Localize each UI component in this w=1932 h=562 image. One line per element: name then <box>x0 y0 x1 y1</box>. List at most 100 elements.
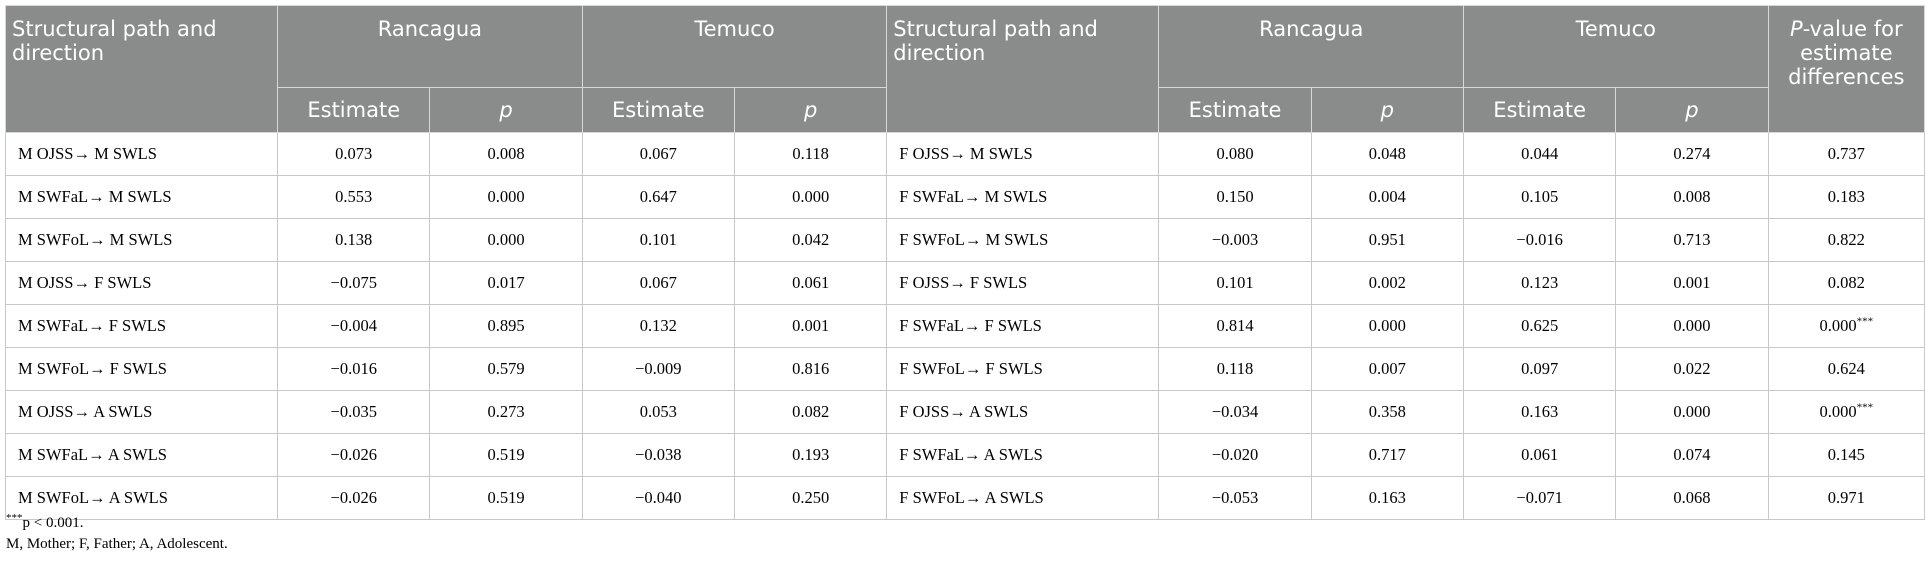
p-cell: 0.713 <box>1615 218 1769 262</box>
p-cell: 0.074 <box>1615 433 1769 477</box>
results-table-container: Structural path and direction Rancagua T… <box>4 5 1926 520</box>
path-cell: F SWFaL→ M SWLS <box>886 175 1160 219</box>
estimate-cell: −0.004 <box>277 304 431 348</box>
table-footnotes: ***p < 0.001. M, Mother; F, Father; A, A… <box>6 513 228 555</box>
p-cell: 0.273 <box>429 390 583 434</box>
path-cell: M SWFaL→ F SWLS <box>4 304 279 348</box>
significance-mark: *** <box>1856 315 1874 328</box>
p-cell: 0.022 <box>1615 347 1769 391</box>
estimate-cell: 0.053 <box>581 390 736 434</box>
estimate-cell: −0.020 <box>1158 433 1312 477</box>
significance-mark: *** <box>1856 401 1874 414</box>
pvalue-italic-p: P <box>1789 17 1803 41</box>
table-row: M SWFoL→ F SWLS −0.016 0.579 −0.009 0.81… <box>4 347 1926 391</box>
difference-cell: 0.624 <box>1767 347 1926 391</box>
estimate-cell: 0.080 <box>1158 132 1312 176</box>
table-header: Structural path and direction Rancagua T… <box>4 5 1926 133</box>
difference-cell: 0.737 <box>1767 132 1926 176</box>
table-row: M SWFaL→ F SWLS −0.004 0.895 0.132 0.001… <box>4 304 1926 348</box>
p-cell: 0.048 <box>1310 132 1465 176</box>
p-cell: 0.017 <box>429 261 583 305</box>
p-cell: 0.717 <box>1310 433 1465 477</box>
path-cell: M SWFaL→ A SWLS <box>4 433 279 477</box>
header-pvalue-differences: P-value for estimate differences <box>1767 5 1926 133</box>
difference-cell: 0.000*** <box>1767 390 1926 434</box>
difference-value: 0.624 <box>1827 359 1865 378</box>
difference-value: 0.737 <box>1827 144 1865 163</box>
table-row: M SWFoL→ M SWLS 0.138 0.000 0.101 0.042 … <box>4 218 1926 262</box>
estimate-cell: 0.553 <box>277 175 431 219</box>
results-table: Structural path and direction Rancagua T… <box>4 5 1926 520</box>
difference-value: 0.082 <box>1827 273 1865 292</box>
p-cell: 0.274 <box>1615 132 1769 176</box>
path-cell: F OJSS→ F SWLS <box>886 261 1160 305</box>
p-cell: 0.007 <box>1310 347 1465 391</box>
estimate-cell: −0.038 <box>581 433 736 477</box>
estimate-cell: 0.150 <box>1158 175 1312 219</box>
p-cell: 0.118 <box>733 132 888 176</box>
path-cell: M SWFoL→ F SWLS <box>4 347 279 391</box>
estimate-cell: 0.073 <box>277 132 431 176</box>
path-cell: M SWFaL→ M SWLS <box>4 175 279 219</box>
estimate-cell: 0.647 <box>581 175 736 219</box>
difference-cell: 0.082 <box>1767 261 1926 305</box>
estimate-cell: 0.067 <box>581 132 736 176</box>
estimate-cell: −0.071 <box>1462 476 1617 520</box>
difference-value: 0.971 <box>1827 488 1865 507</box>
path-cell: M SWFoL→ M SWLS <box>4 218 279 262</box>
p-cell: 0.000 <box>733 175 888 219</box>
path-cell: F SWFaL→ F SWLS <box>886 304 1160 348</box>
path-cell: F SWFoL→ F SWLS <box>886 347 1160 391</box>
path-cell: F SWFaL→ A SWLS <box>886 433 1160 477</box>
p-cell: 0.061 <box>733 261 888 305</box>
estimate-cell: −0.016 <box>277 347 431 391</box>
difference-cell: 0.145 <box>1767 433 1926 477</box>
difference-cell: 0.971 <box>1767 476 1926 520</box>
significance-footnote-text: p < 0.001. <box>22 515 84 531</box>
estimate-cell: 0.123 <box>1462 261 1617 305</box>
significance-footnote-mark: *** <box>6 512 23 524</box>
estimate-cell: 0.044 <box>1462 132 1617 176</box>
path-cell: M OJSS→ A SWLS <box>4 390 279 434</box>
p-cell: 0.579 <box>429 347 583 391</box>
p-cell: 0.895 <box>429 304 583 348</box>
header-temuco-right: Temuco <box>1463 5 1769 88</box>
table-row: M SWFaL→ A SWLS −0.026 0.519 −0.038 0.19… <box>4 433 1926 477</box>
table-row: M OJSS→ A SWLS −0.035 0.273 0.053 0.082 … <box>4 390 1926 434</box>
p-cell: 0.816 <box>733 347 888 391</box>
estimate-cell: 0.101 <box>581 218 736 262</box>
header-p: p <box>1310 87 1465 133</box>
estimate-cell: −0.026 <box>277 476 431 520</box>
significance-footnote: ***p < 0.001. <box>6 513 228 534</box>
table-body: M OJSS→ M SWLS 0.073 0.008 0.067 0.118 F… <box>4 132 1926 520</box>
estimate-cell: 0.163 <box>1462 390 1617 434</box>
p-cell: 0.042 <box>733 218 888 262</box>
p-cell: 0.008 <box>1615 175 1769 219</box>
path-cell: M SWFoL→ A SWLS <box>4 476 279 520</box>
estimate-cell: −0.026 <box>277 433 431 477</box>
p-cell: 0.068 <box>1615 476 1769 520</box>
p-cell: 0.951 <box>1310 218 1465 262</box>
p-cell: 0.519 <box>429 433 583 477</box>
estimate-cell: 0.625 <box>1462 304 1617 348</box>
estimate-cell: −0.003 <box>1158 218 1312 262</box>
header-estimate: Estimate <box>1462 87 1617 133</box>
path-cell: F SWFoL→ M SWLS <box>886 218 1160 262</box>
header-path-left: Structural path and direction <box>4 5 279 133</box>
p-cell: 0.163 <box>1310 476 1465 520</box>
header-temuco-left: Temuco <box>581 5 888 88</box>
header-rancagua-right: Rancagua <box>1158 5 1464 88</box>
p-cell: 0.358 <box>1310 390 1465 434</box>
estimate-cell: −0.053 <box>1158 476 1312 520</box>
difference-value: 0.822 <box>1827 230 1865 249</box>
header-estimate: Estimate <box>277 87 431 133</box>
p-cell: 0.000 <box>1615 390 1769 434</box>
estimate-cell: −0.016 <box>1462 218 1617 262</box>
header-p: p <box>429 87 583 133</box>
table-row: M OJSS→ F SWLS −0.075 0.017 0.067 0.061 … <box>4 261 1926 305</box>
path-cell: F OJSS→ M SWLS <box>886 132 1160 176</box>
difference-value: 0.000 <box>1819 316 1857 335</box>
header-rancagua-left: Rancagua <box>277 5 583 88</box>
p-cell: 0.001 <box>1615 261 1769 305</box>
pvalue-label-rest: -value for estimate differences <box>1788 17 1905 89</box>
